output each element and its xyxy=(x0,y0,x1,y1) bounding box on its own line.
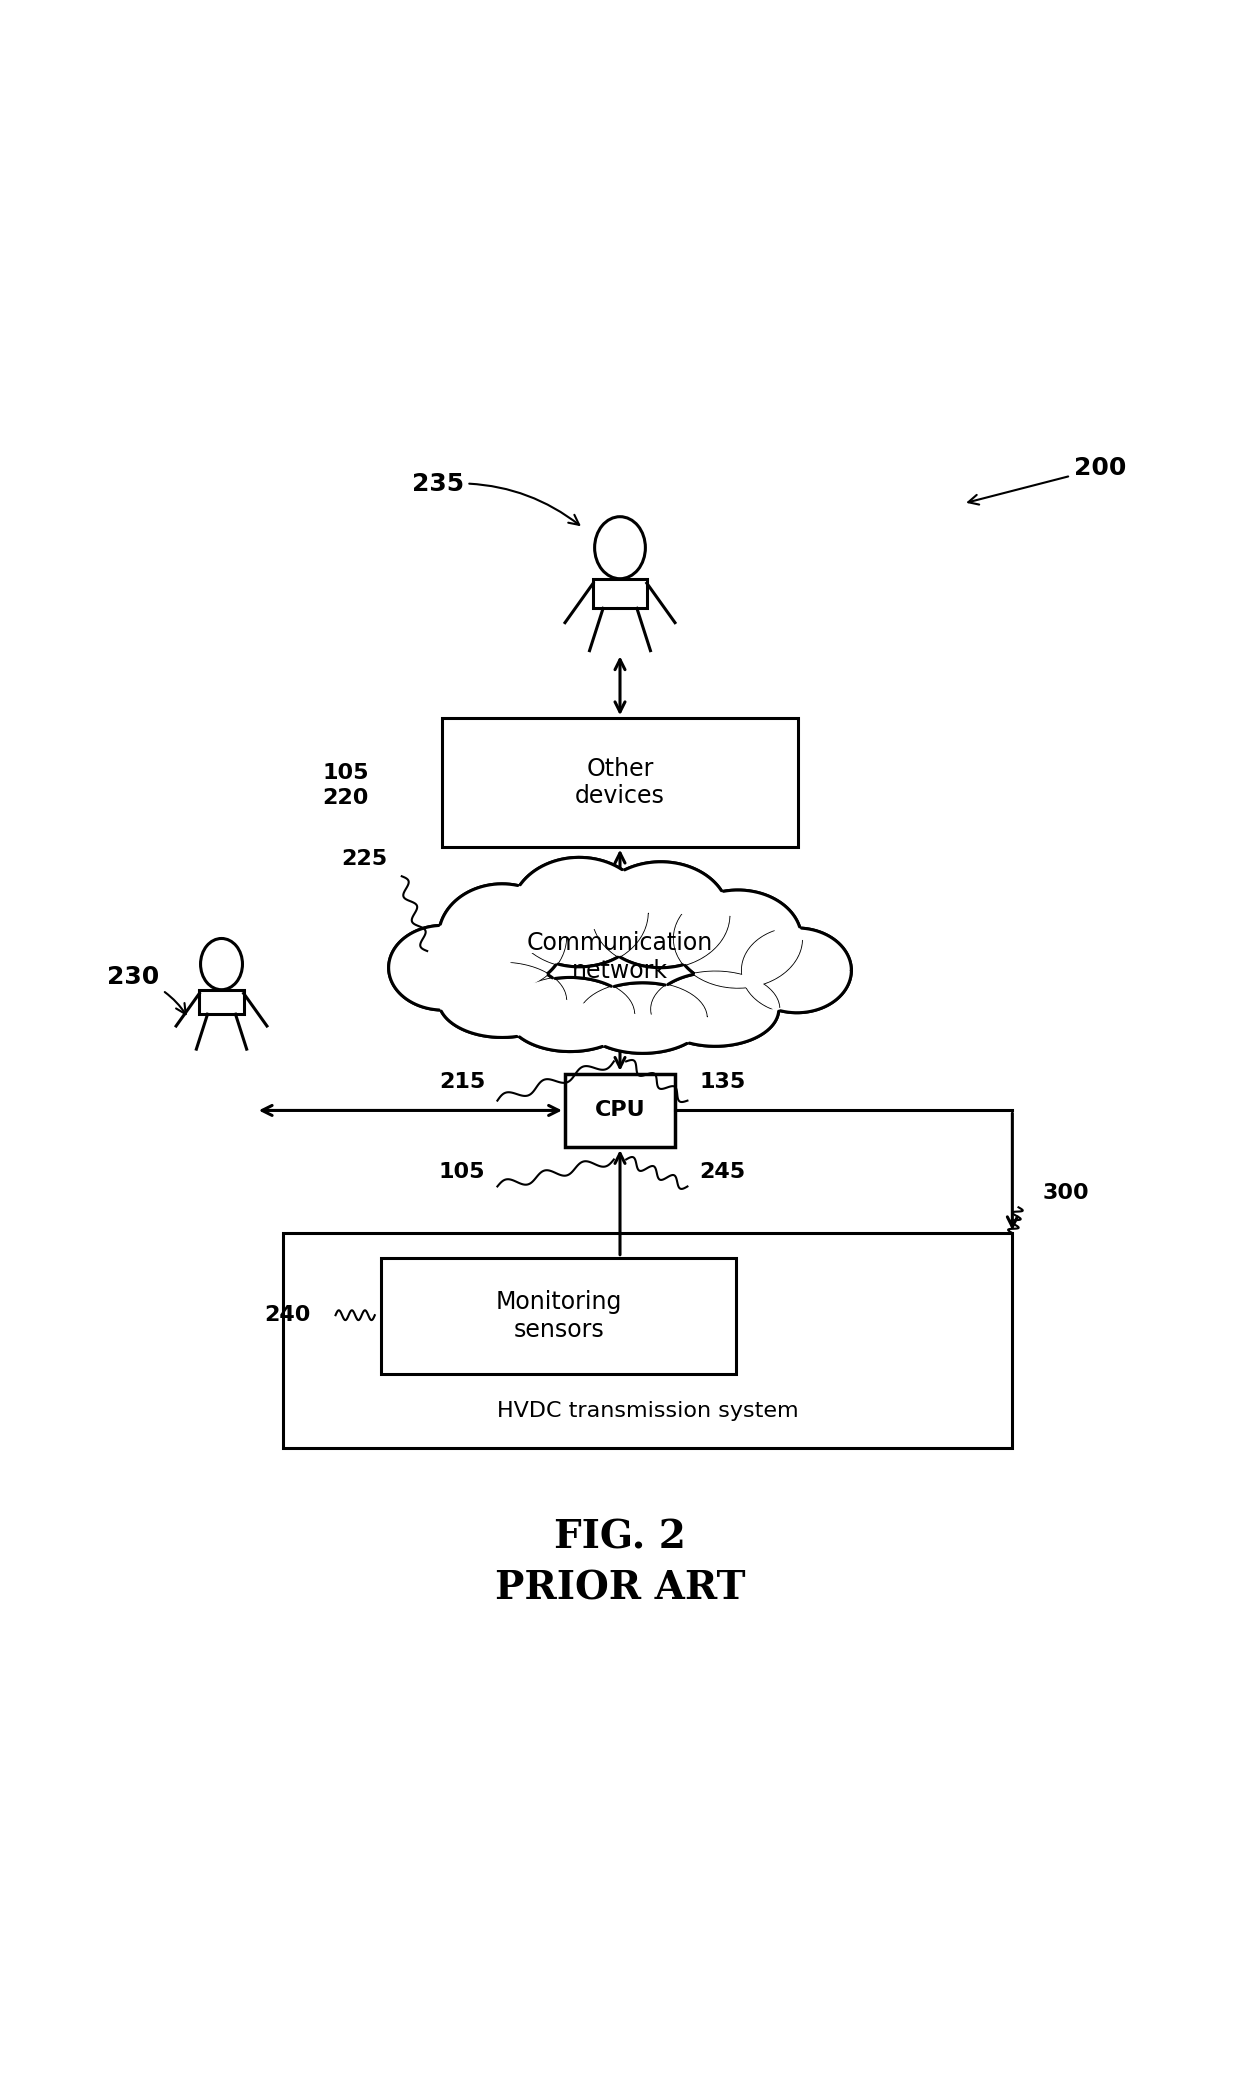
Text: 135: 135 xyxy=(699,1072,746,1093)
Text: 105: 105 xyxy=(439,1162,485,1183)
Ellipse shape xyxy=(439,964,565,1037)
FancyBboxPatch shape xyxy=(565,1074,675,1147)
Text: 230: 230 xyxy=(108,966,186,1014)
FancyBboxPatch shape xyxy=(283,1233,1012,1448)
Text: FIG. 2: FIG. 2 xyxy=(554,1519,686,1556)
FancyBboxPatch shape xyxy=(593,578,647,609)
Text: Other
devices: Other devices xyxy=(575,757,665,809)
Ellipse shape xyxy=(507,978,634,1051)
Text: 220: 220 xyxy=(322,789,368,807)
Ellipse shape xyxy=(593,862,729,968)
Text: 235: 235 xyxy=(412,471,579,526)
Text: 240: 240 xyxy=(264,1306,311,1325)
Text: PRIOR ART: PRIOR ART xyxy=(495,1569,745,1608)
Text: HVDC transmission system: HVDC transmission system xyxy=(497,1400,799,1421)
Ellipse shape xyxy=(675,891,801,987)
Text: CPU: CPU xyxy=(595,1101,645,1120)
Ellipse shape xyxy=(388,926,497,1010)
Ellipse shape xyxy=(652,972,779,1047)
Ellipse shape xyxy=(511,857,647,966)
Text: 215: 215 xyxy=(439,1072,485,1093)
Text: 105: 105 xyxy=(322,763,368,782)
Text: 200: 200 xyxy=(968,457,1126,505)
Ellipse shape xyxy=(743,928,852,1012)
FancyBboxPatch shape xyxy=(443,718,797,847)
Text: 300: 300 xyxy=(1043,1183,1090,1204)
Text: 225: 225 xyxy=(341,849,387,870)
Ellipse shape xyxy=(579,983,707,1053)
Text: 245: 245 xyxy=(699,1162,745,1183)
Polygon shape xyxy=(388,857,852,1053)
Polygon shape xyxy=(388,857,852,1053)
FancyBboxPatch shape xyxy=(200,989,243,1014)
Text: Communication
network: Communication network xyxy=(527,930,713,983)
FancyBboxPatch shape xyxy=(381,1258,737,1375)
Ellipse shape xyxy=(439,884,565,989)
Text: Monitoring
sensors: Monitoring sensors xyxy=(496,1289,622,1341)
